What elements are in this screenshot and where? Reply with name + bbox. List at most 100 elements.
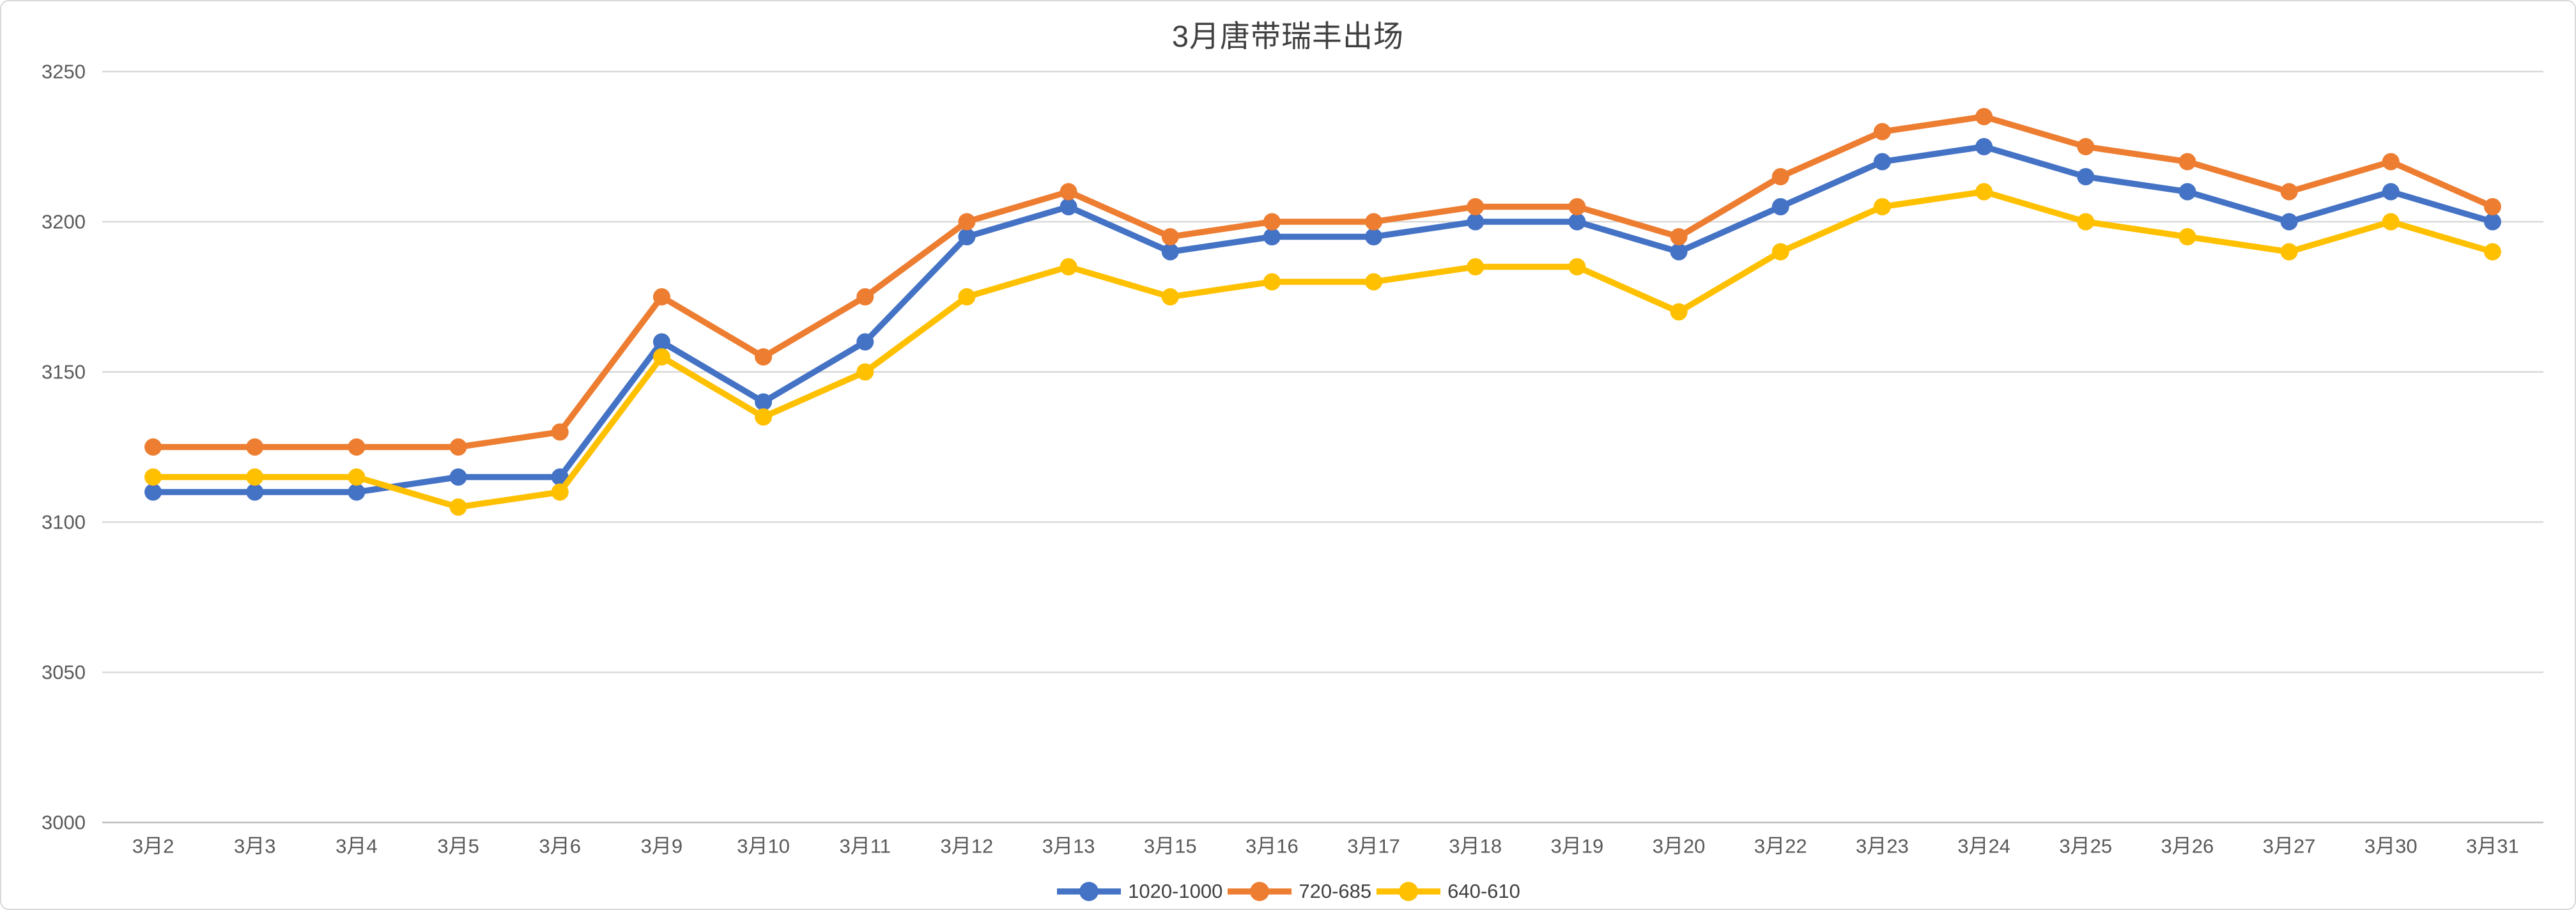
data-point-640-610[interactable] bbox=[2179, 228, 2196, 245]
data-point-640-610[interactable] bbox=[1568, 258, 1586, 275]
x-tick-label: 3月23 bbox=[1856, 835, 1909, 858]
data-point-640-610[interactable] bbox=[958, 288, 976, 305]
data-point-1020-1000[interactable] bbox=[2077, 168, 2095, 185]
x-tick-label: 3月19 bbox=[1551, 835, 1604, 858]
data-point-640-610[interactable] bbox=[652, 348, 670, 366]
data-point-1020-1000[interactable] bbox=[856, 333, 874, 351]
data-point-720-685[interactable] bbox=[856, 288, 874, 305]
x-tick-label: 3月20 bbox=[1653, 835, 1706, 858]
data-point-1020-1000[interactable] bbox=[144, 483, 162, 501]
data-point-1020-1000[interactable] bbox=[1568, 213, 1586, 231]
data-point-640-610[interactable] bbox=[1365, 273, 1383, 291]
x-tick-label: 3月15 bbox=[1144, 835, 1197, 858]
data-point-640-610[interactable] bbox=[2077, 213, 2095, 231]
x-tick-label: 3月12 bbox=[941, 835, 994, 858]
data-point-640-610[interactable] bbox=[348, 468, 366, 486]
data-point-1020-1000[interactable] bbox=[2179, 183, 2196, 201]
data-point-720-685[interactable] bbox=[551, 423, 569, 441]
y-tick-label: 3100 bbox=[42, 511, 86, 534]
data-point-640-610[interactable] bbox=[1975, 183, 1993, 201]
data-point-720-685[interactable] bbox=[1365, 213, 1383, 231]
data-point-720-685[interactable] bbox=[246, 438, 264, 456]
data-point-640-610[interactable] bbox=[1467, 258, 1485, 275]
y-tick-label: 3050 bbox=[42, 661, 86, 684]
data-point-640-610[interactable] bbox=[246, 468, 264, 486]
data-point-720-685[interactable] bbox=[1975, 108, 1993, 125]
data-point-640-610[interactable] bbox=[1771, 243, 1789, 261]
x-tick-label: 3月31 bbox=[2466, 835, 2519, 858]
legend-series-marker-icon bbox=[1057, 882, 1122, 901]
data-point-1020-1000[interactable] bbox=[246, 483, 264, 501]
data-point-720-685[interactable] bbox=[2382, 153, 2400, 171]
data-point-1020-1000[interactable] bbox=[958, 228, 976, 245]
data-point-720-685[interactable] bbox=[1263, 213, 1281, 231]
data-point-720-685[interactable] bbox=[2483, 198, 2501, 215]
x-tick-label: 3月27 bbox=[2263, 835, 2316, 858]
data-point-640-610[interactable] bbox=[1161, 288, 1179, 305]
legend-label: 640-610 bbox=[1447, 880, 1520, 902]
data-point-1020-1000[interactable] bbox=[2483, 213, 2501, 231]
data-point-720-685[interactable] bbox=[755, 348, 773, 366]
data-point-720-685[interactable] bbox=[1568, 198, 1586, 215]
series-line-720-685 bbox=[150, 113, 2496, 451]
data-point-640-610[interactable] bbox=[2382, 213, 2400, 231]
x-tick-label: 3月10 bbox=[737, 835, 790, 858]
data-point-1020-1000[interactable] bbox=[1873, 153, 1891, 171]
data-point-1020-1000[interactable] bbox=[1365, 228, 1383, 245]
data-point-720-685[interactable] bbox=[1670, 228, 1688, 245]
data-point-640-610[interactable] bbox=[449, 498, 467, 516]
data-point-720-685[interactable] bbox=[348, 438, 366, 456]
data-point-1020-1000[interactable] bbox=[2382, 183, 2400, 201]
data-point-1020-1000[interactable] bbox=[1467, 213, 1485, 231]
data-point-720-685[interactable] bbox=[652, 288, 670, 305]
x-tick-label: 3月5 bbox=[437, 835, 479, 858]
data-point-720-685[interactable] bbox=[1771, 168, 1789, 185]
data-point-720-685[interactable] bbox=[449, 438, 467, 456]
data-point-640-610[interactable] bbox=[2280, 243, 2298, 261]
data-point-1020-1000[interactable] bbox=[1161, 243, 1179, 261]
data-point-1020-1000[interactable] bbox=[2280, 213, 2298, 231]
data-point-720-685[interactable] bbox=[2179, 153, 2196, 171]
x-tick-label: 3月26 bbox=[2161, 835, 2214, 858]
data-point-1020-1000[interactable] bbox=[348, 483, 366, 501]
data-point-720-685[interactable] bbox=[2280, 183, 2298, 201]
data-point-1020-1000[interactable] bbox=[1060, 198, 1077, 215]
x-tick-label: 3月24 bbox=[1957, 835, 2010, 858]
data-point-640-610[interactable] bbox=[2483, 243, 2501, 261]
data-point-640-610[interactable] bbox=[755, 408, 773, 426]
data-point-640-610[interactable] bbox=[144, 468, 162, 486]
data-point-1020-1000[interactable] bbox=[1263, 228, 1281, 245]
data-point-640-610[interactable] bbox=[1670, 303, 1688, 321]
data-point-720-685[interactable] bbox=[144, 438, 162, 456]
legend-item-720-685[interactable]: 720-685 bbox=[1226, 880, 1371, 903]
data-point-640-610[interactable] bbox=[856, 363, 874, 381]
data-point-720-685[interactable] bbox=[2077, 138, 2095, 155]
data-point-640-610[interactable] bbox=[1263, 273, 1281, 291]
x-tick-label: 3月3 bbox=[234, 835, 275, 858]
data-point-720-685[interactable] bbox=[1161, 228, 1179, 245]
data-point-1020-1000[interactable] bbox=[652, 333, 670, 351]
data-point-1020-1000[interactable] bbox=[1975, 138, 1993, 155]
data-point-720-685[interactable] bbox=[1873, 123, 1891, 141]
data-point-720-685[interactable] bbox=[1060, 183, 1077, 201]
data-point-1020-1000[interactable] bbox=[1771, 198, 1789, 215]
legend-item-1020-1000[interactable]: 1020-1000 bbox=[1056, 880, 1222, 903]
legend-series-marker-icon bbox=[1228, 882, 1292, 901]
data-point-640-610[interactable] bbox=[1873, 198, 1891, 215]
legend-label: 720-685 bbox=[1299, 880, 1372, 902]
x-tick-label: 3月11 bbox=[840, 835, 891, 858]
x-tick-label: 3月25 bbox=[2059, 835, 2112, 858]
data-point-640-610[interactable] bbox=[1060, 258, 1077, 275]
legend-dot bbox=[1079, 882, 1099, 901]
data-point-1020-1000[interactable] bbox=[1670, 243, 1688, 261]
data-point-1020-1000[interactable] bbox=[449, 468, 467, 486]
data-point-1020-1000[interactable] bbox=[755, 393, 773, 411]
legend-label: 1020-1000 bbox=[1128, 880, 1223, 902]
data-point-720-685[interactable] bbox=[958, 213, 976, 231]
data-point-640-610[interactable] bbox=[551, 483, 569, 501]
x-tick-label: 3月22 bbox=[1754, 835, 1807, 858]
data-point-720-685[interactable] bbox=[1467, 198, 1485, 215]
legend-item-640-610[interactable]: 640-610 bbox=[1375, 880, 1520, 903]
